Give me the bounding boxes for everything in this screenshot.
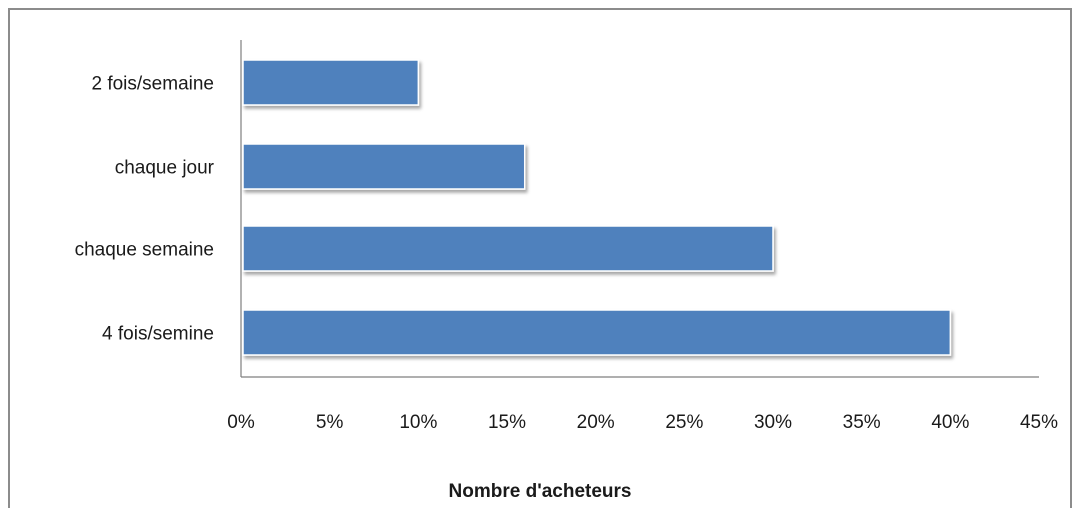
bar-4-fois-semine xyxy=(242,309,952,356)
x-tick-label: 10% xyxy=(399,412,437,433)
x-tick-label: 25% xyxy=(665,412,703,433)
x-tick-label: 45% xyxy=(1020,412,1058,433)
axes-group xyxy=(240,40,1039,378)
x-tick-labels: 0% 5% 10% 15% 20% 25% 30% 35% 40% 45% xyxy=(227,412,1058,433)
category-label: chaque jour xyxy=(115,158,215,179)
x-tick-label: 35% xyxy=(843,412,881,433)
x-tick-label: 5% xyxy=(316,412,344,433)
category-labels: 2 fois/semaine chaque jour chaque semaine 4… xyxy=(75,74,215,345)
bar-chaque-jour xyxy=(242,143,526,190)
x-axis-title: Nombre d'acheteurs xyxy=(449,481,632,502)
x-tick-label: 20% xyxy=(577,412,615,433)
category-label: 2 fois/semaine xyxy=(91,74,214,95)
x-tick-label: 0% xyxy=(227,412,255,433)
x-tick-label: 15% xyxy=(488,412,526,433)
category-label: 4 fois/semine xyxy=(102,324,214,345)
bar-chaque-semaine xyxy=(242,225,774,272)
bars-group xyxy=(242,59,952,356)
category-label: chaque semaine xyxy=(75,240,214,261)
x-tick-label: 40% xyxy=(931,412,969,433)
bar-2-fois-semaine xyxy=(242,59,420,106)
x-tick-label: 30% xyxy=(754,412,792,433)
